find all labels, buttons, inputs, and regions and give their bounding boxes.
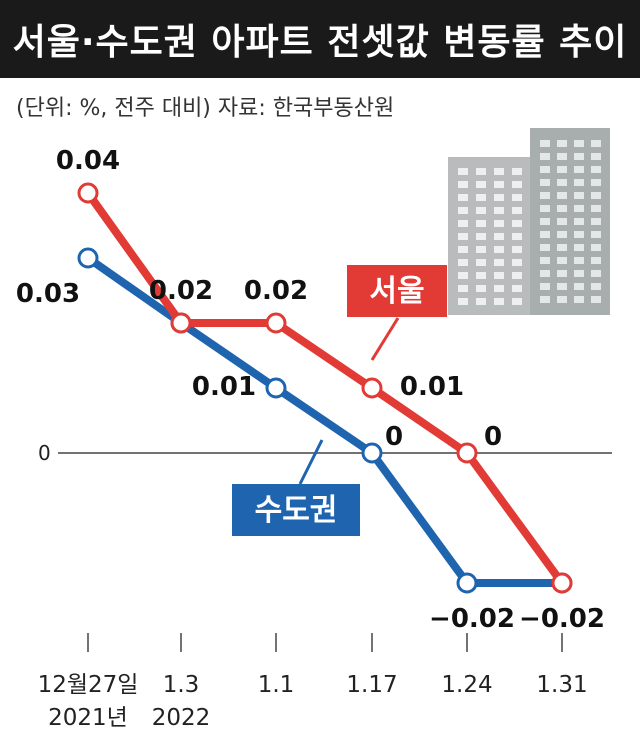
data-label: 0.01 bbox=[400, 372, 464, 402]
data-label: 0 bbox=[385, 422, 403, 452]
x-tick-label: 1.1 bbox=[258, 672, 295, 698]
x-axis: 12월27일 2021년 1.3 2022 1.1 1.17 1.24 1.31 bbox=[38, 633, 588, 731]
data-point bbox=[456, 442, 478, 464]
data-point bbox=[551, 572, 573, 594]
data-label: 0.02 bbox=[149, 276, 213, 306]
series-line-1 bbox=[85, 254, 562, 587]
x-tick-label: 1.24 bbox=[441, 672, 492, 698]
data-point bbox=[77, 247, 99, 269]
legend-label-capital-area: 수도권 bbox=[255, 493, 338, 528]
x-tick-label: 2021년 bbox=[48, 705, 128, 731]
x-tick-label: 1.3 bbox=[163, 672, 200, 698]
chart-title: 서울·수도권 아파트 전셋값 변동률 추이 bbox=[0, 0, 640, 78]
data-point bbox=[77, 182, 99, 204]
data-label: 0.02 bbox=[244, 276, 308, 306]
data-label: −0.02 bbox=[429, 604, 515, 634]
x-tick-label: 2022 bbox=[152, 705, 211, 731]
data-label: 0.03 bbox=[16, 279, 80, 309]
data-point bbox=[456, 572, 478, 594]
data-label: 0.01 bbox=[192, 372, 256, 402]
legend-label-seoul: 서울 bbox=[369, 274, 424, 309]
series-layer: 0.03 0.01 0 −0.02 0.04 0.02 0.02 0.01 0 −0.02 bbox=[16, 146, 605, 634]
x-tick-label: 1.31 bbox=[536, 672, 587, 698]
data-point bbox=[265, 377, 287, 399]
apartment-buildings-illustration bbox=[448, 128, 610, 315]
data-point bbox=[170, 312, 192, 334]
data-point bbox=[361, 377, 383, 399]
data-label: −0.02 bbox=[519, 604, 605, 634]
seoul-legend-callout: 서울 bbox=[347, 265, 447, 361]
data-label: 0 bbox=[484, 422, 502, 452]
x-tick-label: 1.17 bbox=[346, 672, 397, 698]
x-tick-label: 12월27일 bbox=[38, 672, 139, 698]
capital-area-legend-callout: 수도권 bbox=[232, 439, 360, 536]
zero-axis-label: 0 bbox=[38, 441, 51, 465]
series-line-0 bbox=[84, 190, 566, 586]
data-point bbox=[361, 442, 383, 464]
chart-subtitle: (단위: %, 전주 대비) 자료: 한국부동산원 bbox=[16, 96, 395, 121]
data-label: 0.04 bbox=[56, 146, 120, 176]
data-point bbox=[265, 312, 287, 334]
